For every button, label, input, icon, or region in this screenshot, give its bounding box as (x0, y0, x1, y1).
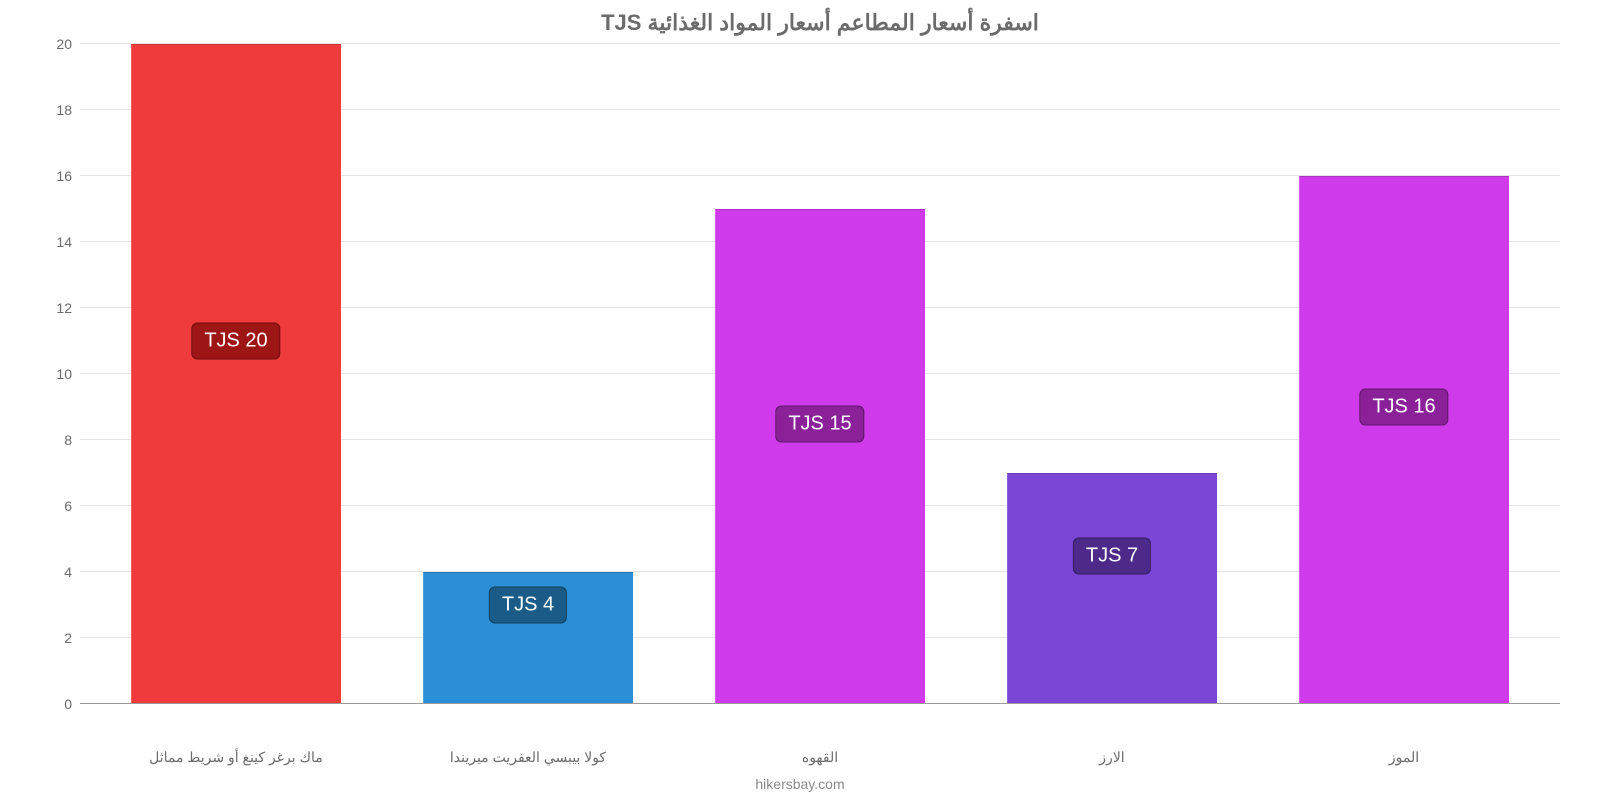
bar-slot: TJS 4 (382, 44, 674, 704)
bar-slot: TJS 20 (90, 44, 382, 704)
y-tick: 4 (32, 564, 72, 580)
y-tick: 0 (32, 696, 72, 712)
bar-slot: TJS 7 (966, 44, 1258, 704)
bar (715, 209, 925, 704)
bar (1299, 176, 1509, 704)
bar-value-label: TJS 7 (1073, 537, 1151, 574)
x-tick: الموز (1258, 749, 1550, 766)
x-baseline (80, 703, 1560, 704)
y-tick: 16 (32, 168, 72, 184)
chart-container: اسفرة أسعار المطاعم أسعار المواد الغذائي… (0, 0, 1600, 800)
y-tick: 20 (32, 36, 72, 52)
bar (131, 44, 341, 704)
chart-watermark: hikersbay.com (0, 776, 1600, 792)
y-tick: 2 (32, 630, 72, 646)
bar-slot: TJS 15 (674, 44, 966, 704)
y-tick: 12 (32, 300, 72, 316)
plot-area: 02468101214161820 TJS 20TJS 4TJS 15TJS 7… (80, 44, 1560, 704)
x-tick: الارز (966, 749, 1258, 766)
x-axis: ماك برغر كينغ أو شريط مماثلكولا بيبسي ال… (80, 749, 1560, 766)
x-tick: القهوه (674, 749, 966, 766)
bar-slot: TJS 16 (1258, 44, 1550, 704)
bar-value-label: TJS 4 (489, 587, 567, 624)
bar-value-label: TJS 15 (775, 405, 864, 442)
bar-value-label: TJS 20 (191, 323, 280, 360)
chart-title: اسفرة أسعار المطاعم أسعار المواد الغذائي… (80, 10, 1560, 36)
y-tick: 6 (32, 498, 72, 514)
bar-value-label: TJS 16 (1359, 389, 1448, 426)
bars-group: TJS 20 TJS 4 TJS 15 TJS 7 TJS 16 (80, 44, 1560, 704)
y-tick: 18 (32, 102, 72, 118)
y-axis: 02468101214161820 (30, 44, 80, 704)
x-tick: ماك برغر كينغ أو شريط مماثل (90, 749, 382, 766)
x-tick: كولا بيبسي العفريت ميريندا (382, 749, 674, 766)
bar (1007, 473, 1217, 704)
y-tick: 10 (32, 366, 72, 382)
y-tick: 8 (32, 432, 72, 448)
y-tick: 14 (32, 234, 72, 250)
